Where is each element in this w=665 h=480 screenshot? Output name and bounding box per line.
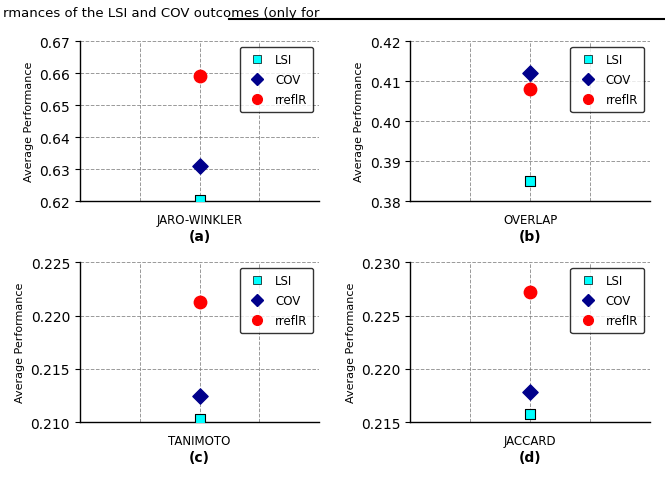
Legend: LSI, COV, rreflR: LSI, COV, rreflR	[571, 268, 644, 334]
Point	[194, 163, 205, 170]
Text: (b): (b)	[519, 229, 541, 243]
Point	[525, 410, 535, 418]
Text: (c): (c)	[189, 450, 210, 464]
Point	[194, 392, 205, 400]
Legend: LSI, COV, rreflR: LSI, COV, rreflR	[240, 268, 313, 334]
Text: (d): (d)	[519, 450, 541, 464]
Point	[525, 178, 535, 186]
Point	[194, 73, 205, 81]
Legend: LSI, COV, rreflR: LSI, COV, rreflR	[240, 48, 313, 113]
Y-axis label: Average Performance: Average Performance	[354, 62, 364, 182]
Legend: LSI, COV, rreflR: LSI, COV, rreflR	[571, 48, 644, 113]
Point	[194, 298, 205, 306]
Y-axis label: Average Performance: Average Performance	[24, 62, 34, 182]
Point	[194, 196, 205, 204]
Text: TANIMOTO: TANIMOTO	[168, 434, 231, 447]
Point	[525, 288, 535, 296]
Point	[525, 86, 535, 94]
Text: OVERLAP: OVERLAP	[503, 213, 557, 226]
Point	[194, 416, 205, 423]
Text: (a): (a)	[188, 229, 211, 243]
Point	[525, 70, 535, 78]
Text: JARO-WINKLER: JARO-WINKLER	[156, 213, 243, 226]
Text: JACCARD: JACCARD	[504, 434, 557, 447]
Point	[525, 389, 535, 396]
Text: rmances of the LSI and COV outcomes (only for: rmances of the LSI and COV outcomes (onl…	[3, 7, 320, 20]
Y-axis label: Average Performance: Average Performance	[346, 283, 356, 403]
Y-axis label: Average Performance: Average Performance	[15, 283, 25, 403]
